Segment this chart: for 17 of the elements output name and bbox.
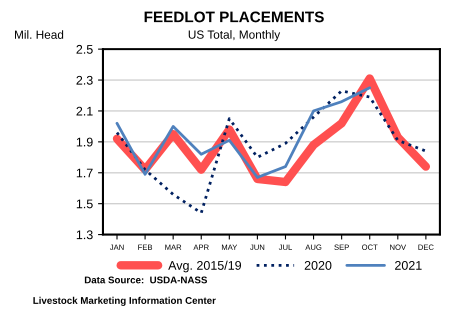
legend-label: Avg. 2015/19 xyxy=(168,260,242,272)
chart-title: FEEDLOT PLACEMENTS xyxy=(144,12,324,22)
legend-label: 2021 xyxy=(395,260,422,270)
y-axis-title: Mil. Head xyxy=(15,30,64,39)
text: Livestock Marketing Information Center xyxy=(33,296,216,306)
y-tick-label: 1.9 xyxy=(76,138,93,147)
y-tick-label: 1.3 xyxy=(76,230,93,240)
legend-label: 2020 xyxy=(304,260,332,270)
y-tick-label: 2.1 xyxy=(76,106,93,116)
y-tick-label: 2.3 xyxy=(76,76,93,85)
source-note: Data Source: USDA-NASS xyxy=(84,276,208,284)
y-tick-label: 1.5 xyxy=(76,200,93,208)
chart-subtitle: US Total, Monthly xyxy=(188,30,280,42)
y-tick-label: 2.5 xyxy=(76,44,93,54)
line-series xyxy=(116,86,372,179)
line-series xyxy=(116,89,428,214)
y-tick-label: 1.7 xyxy=(76,168,93,178)
